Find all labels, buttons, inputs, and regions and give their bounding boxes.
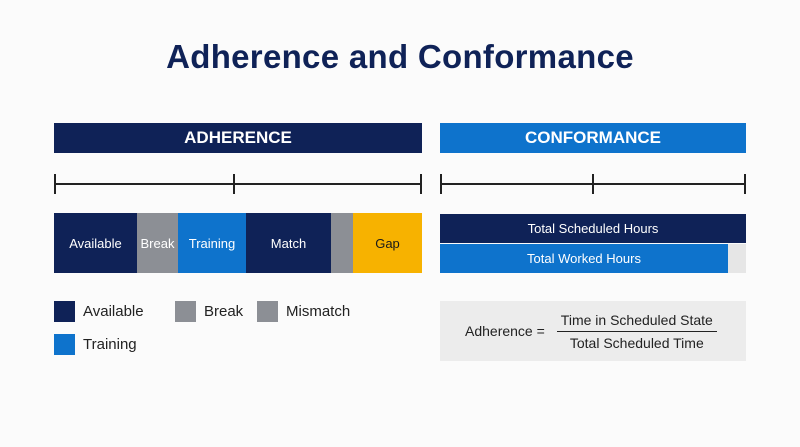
segment-gap-label: Gap — [375, 235, 400, 251]
formula-lhs: Adherence = — [465, 323, 545, 339]
adherence-timeline-line — [54, 183, 422, 185]
segment-gap: Gap — [353, 213, 422, 273]
legend-label-training: Training — [83, 336, 137, 353]
total-scheduled-hours-label: Total Scheduled Hours — [527, 221, 659, 236]
segment-training-label: Training — [188, 235, 236, 251]
segment-match: Match — [246, 213, 331, 273]
legend-label-available: Available — [83, 303, 144, 320]
adherence-header: ADHERENCE — [54, 123, 422, 153]
segment-break: Break — [137, 213, 178, 273]
formula-numerator: Time in Scheduled State — [556, 312, 717, 332]
legend-swatch-break — [175, 301, 196, 322]
page-title: Adherence and Conformance — [166, 38, 634, 75]
legend-swatch-training — [54, 334, 75, 355]
segment-available: Available — [54, 213, 137, 273]
adherence-header-label: ADHERENCE — [184, 128, 292, 147]
conformance-timeline-tick-start — [440, 174, 442, 194]
conformance-timeline-tick-end — [744, 174, 746, 194]
total-worked-hours-bar: Total Worked Hours — [440, 244, 728, 273]
legend-item-break: Break — [175, 301, 243, 322]
conformance-header-label: CONFORMANCE — [525, 128, 661, 147]
conformance-header: CONFORMANCE — [440, 123, 746, 153]
segment-match-label: Match — [270, 235, 307, 251]
segment-break-label: Break — [140, 235, 175, 251]
adherence-formula: Adherence = Time in Scheduled State Tota… — [440, 301, 746, 361]
segment-available-label: Available — [69, 235, 122, 251]
legend-label-mismatch: Mismatch — [286, 303, 351, 320]
adherence-timeline-tick-mid — [233, 174, 235, 194]
legend-swatch-available — [54, 301, 75, 322]
total-scheduled-hours-bar: Total Scheduled Hours — [440, 214, 746, 243]
formula-denominator: Total Scheduled Time — [569, 334, 704, 351]
adherence-timeline-tick-start — [54, 174, 56, 194]
segment-training: Training — [178, 213, 246, 273]
legend-swatch-mismatch — [257, 301, 278, 322]
segment-mismatch — [331, 213, 353, 273]
legend-item-mismatch: Mismatch — [257, 301, 350, 322]
formula-fraction: Time in Scheduled State Total Scheduled … — [556, 312, 717, 351]
adherence-timeline-tick-end — [420, 174, 422, 194]
legend-item-training: Training — [54, 334, 137, 355]
legend-label-break: Break — [204, 303, 244, 320]
conformance-timeline-tick-mid — [592, 174, 594, 194]
legend-item-available: Available — [54, 301, 144, 322]
total-worked-hours-label: Total Worked Hours — [527, 251, 641, 266]
